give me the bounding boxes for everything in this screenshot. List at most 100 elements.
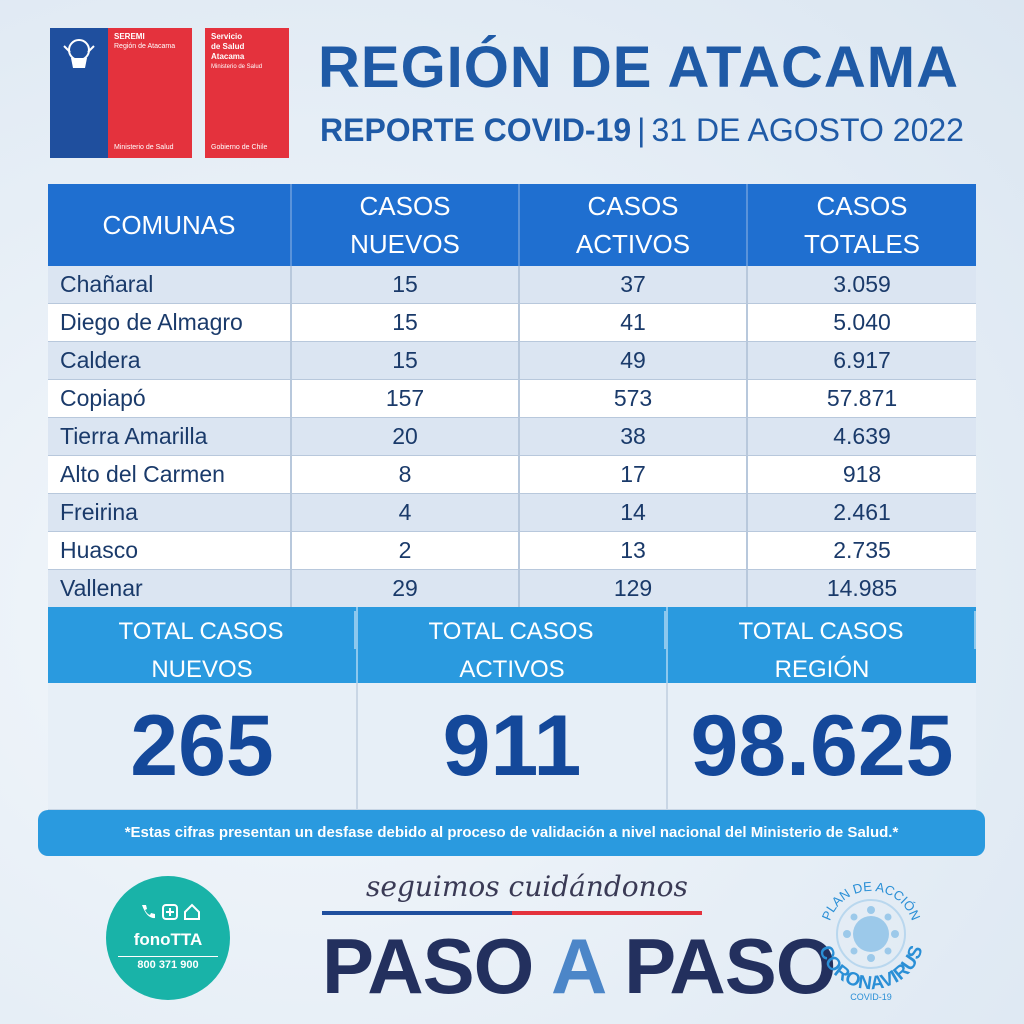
- cell-nuevos: 29: [291, 569, 520, 608]
- cell-totales: 57.871: [747, 379, 976, 418]
- header-comunas: COMUNAS: [48, 184, 292, 266]
- totals-header: TOTAL CASOS NUEVOS TOTAL CASOS ACTIVOS TOT…: [48, 607, 976, 683]
- total-activos-label-line1: TOTAL CASOS: [358, 611, 666, 649]
- seremi-logo-subtitle: Región de Atacama: [114, 43, 176, 50]
- cell-activos: 13: [519, 531, 748, 570]
- plan-coronavirus-logo: PLAN DE ACCIÓN CORONAVIRUS COVID-19: [814, 879, 927, 1002]
- table-header-row: COMUNAS CASOS NUEVOS CASOS ACTIVOS CASOS TO…: [48, 184, 976, 266]
- total-region-label-line2: REGIÓN: [774, 656, 870, 683]
- cell-comuna: Freirina: [48, 493, 292, 532]
- total-activos-label: TOTAL CASOS ACTIVOS: [358, 607, 668, 683]
- header-activos-line2: ACTIVOS: [575, 229, 691, 259]
- cell-totales: 918: [747, 455, 976, 494]
- report-label: REPORTE COVID-19: [320, 112, 632, 148]
- table-row: Alto del Carmen 8 17 918: [48, 455, 976, 494]
- ssa-logo-footer: Gobierno de Chile: [211, 144, 268, 151]
- cell-activos: 37: [519, 266, 748, 304]
- header-casos-activos: CASOS ACTIVOS: [519, 184, 748, 266]
- house-icon: [184, 903, 200, 920]
- total-region-value: 98.625: [690, 698, 954, 794]
- totals-values: 265 911 98.625: [48, 683, 976, 810]
- cell-nuevos: 157: [291, 379, 520, 418]
- cell-comuna: Alto del Carmen: [48, 455, 292, 494]
- header-totales-line1: CASOS: [816, 191, 908, 221]
- total-activos-label-line2: ACTIVOS: [459, 656, 565, 683]
- ssa-logo-subtitle: Ministerio de Salud: [211, 64, 263, 70]
- seremi-logo-blue-band: [50, 28, 108, 158]
- total-nuevos-label: TOTAL CASOS NUEVOS: [48, 607, 358, 683]
- cell-totales: 14.985: [747, 569, 976, 608]
- chile-coat-of-arms-icon: [63, 39, 95, 68]
- cell-comuna: Huasco: [48, 531, 292, 570]
- total-nuevos-value: 265: [48, 683, 358, 809]
- table-row: Tierra Amarilla 20 38 4.639: [48, 417, 976, 456]
- disclaimer-note: *Estas cifras presentan un desfase debid…: [38, 810, 985, 856]
- table-row: Caldera 15 49 6.917: [48, 341, 976, 380]
- total-region-label: TOTAL CASOS REGIÓN: [668, 607, 976, 683]
- table-row: Vallenar 29 129 14.985: [48, 569, 976, 608]
- virus-icon: [843, 906, 899, 962]
- comunas-table: COMUNAS CASOS NUEVOS CASOS ACTIVOS CASOS TO…: [48, 184, 976, 608]
- cell-nuevos: 2: [291, 531, 520, 570]
- cell-activos: 49: [519, 341, 748, 380]
- ssa-logo-line3: Atacama: [211, 52, 245, 61]
- cell-totales: 2.735: [747, 531, 976, 570]
- seremi-logo-text: SEREMI Región de Atacama: [114, 32, 175, 52]
- servicio-salud-logo: Servicio de Salud Atacama Ministerio de …: [205, 28, 289, 158]
- paso-word-2: PASO: [624, 922, 836, 1010]
- cell-nuevos: 4: [291, 493, 520, 532]
- paso-a-paso-logo: PASO A PASO: [322, 916, 836, 1016]
- cell-totales: 5.040: [747, 303, 976, 342]
- cell-comuna: Diego de Almagro: [48, 303, 292, 342]
- table-row: Huasco 2 13 2.735: [48, 531, 976, 570]
- corona-sub-text: COVID-19: [850, 992, 892, 1002]
- seremi-logo: SEREMI Región de Atacama Ministerio de S…: [50, 28, 192, 158]
- header-comunas-label: COMUNAS: [102, 210, 236, 240]
- seremi-logo-title: SEREMI: [114, 32, 145, 41]
- header-casos-nuevos: CASOS NUEVOS: [291, 184, 520, 266]
- cell-totales: 2.461: [747, 493, 976, 532]
- header-activos-line1: CASOS: [587, 191, 679, 221]
- fonotta-badge: fonoTTA 800 371 900: [106, 876, 230, 1000]
- cell-comuna: Chañaral: [48, 266, 292, 304]
- header-casos-totales: CASOS TOTALES: [747, 184, 976, 266]
- cell-activos: 573: [519, 379, 748, 418]
- subtitle-separator: |: [637, 112, 646, 148]
- total-activos-value: 911: [358, 683, 668, 809]
- cell-activos: 41: [519, 303, 748, 342]
- seremi-logo-footer: Ministerio de Salud: [114, 144, 174, 151]
- phone-icon: [142, 905, 155, 919]
- report-subtitle: REPORTE COVID-19 | 31 DE AGOSTO 2022: [320, 112, 964, 149]
- cell-totales: 3.059: [747, 266, 976, 304]
- cell-nuevos: 8: [291, 455, 520, 494]
- cell-activos: 17: [519, 455, 748, 494]
- flag-line: [322, 911, 702, 915]
- cell-nuevos: 20: [291, 417, 520, 456]
- header-nuevos-line1: CASOS: [359, 191, 451, 221]
- fonotta-name: fonoTTA: [133, 930, 203, 949]
- cell-totales: 4.639: [747, 417, 976, 456]
- table-row: Copiapó 157 573 57.871: [48, 379, 976, 418]
- table-row: Diego de Almagro 15 41 5.040: [48, 303, 976, 342]
- cell-activos: 38: [519, 417, 748, 456]
- ssa-logo-line1: Servicio: [211, 32, 243, 41]
- cell-comuna: Copiapó: [48, 379, 292, 418]
- flag-line-red: [512, 911, 702, 915]
- cell-activos: 129: [519, 569, 748, 608]
- cell-nuevos: 15: [291, 341, 520, 380]
- report-date: 31 DE AGOSTO 2022: [651, 112, 964, 148]
- cell-nuevos: 15: [291, 303, 520, 342]
- total-region-label-line1: TOTAL CASOS: [668, 611, 976, 649]
- ssa-logo-text: Servicio de Salud Atacama Ministerio de …: [211, 32, 262, 72]
- cell-nuevos: 15: [291, 266, 520, 304]
- header-totales-line2: TOTALES: [803, 229, 921, 259]
- cell-comuna: Tierra Amarilla: [48, 417, 292, 456]
- cell-comuna: Vallenar: [48, 569, 292, 608]
- total-nuevos-label-line1: TOTAL CASOS: [48, 611, 356, 649]
- table-row: Chañaral 15 37 3.059: [48, 266, 976, 304]
- table-row: Freirina 4 14 2.461: [48, 493, 976, 532]
- slogan: seguimos cuidándonos: [366, 870, 688, 903]
- seremi-logo-strip: [50, 152, 108, 158]
- cell-totales: 6.917: [747, 341, 976, 380]
- ssa-logo-line2: de Salud: [211, 42, 245, 51]
